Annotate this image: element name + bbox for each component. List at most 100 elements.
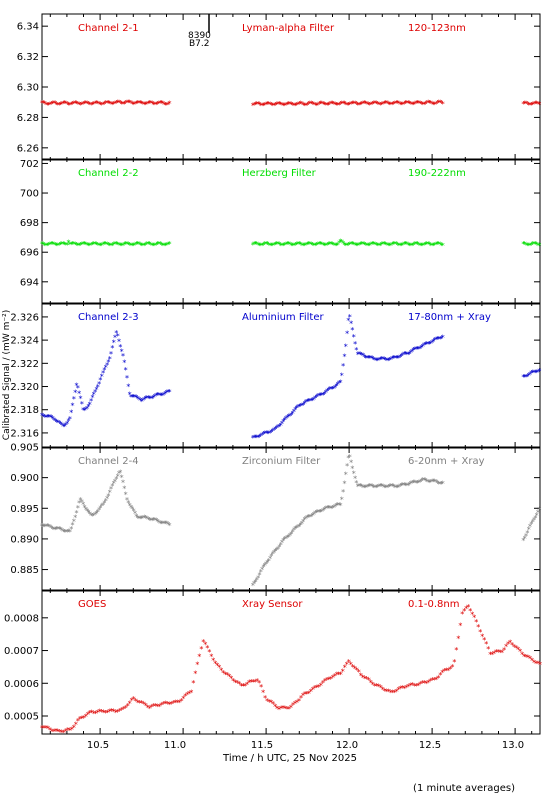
data-point: * [252, 580, 256, 589]
data-point: * [357, 241, 361, 250]
data-point: * [309, 688, 313, 697]
data-point: * [109, 485, 113, 494]
data-point: * [366, 242, 370, 251]
data-point: * [267, 241, 271, 250]
data-point: * [295, 404, 299, 413]
data-point: * [301, 242, 305, 251]
data-point: * [373, 240, 377, 249]
data-point: * [256, 100, 260, 109]
data-point: * [60, 527, 64, 536]
data-point: * [490, 650, 494, 659]
data-point: * [128, 699, 132, 708]
data-point: * [337, 670, 341, 679]
data-point: * [375, 682, 379, 691]
channel-label: Xray Sensor [242, 599, 303, 610]
data-point: * [235, 679, 239, 688]
data-point: * [59, 526, 63, 535]
data-point: * [64, 241, 68, 250]
data-point: * [340, 371, 344, 380]
data-point: * [269, 428, 273, 437]
data-point: * [277, 706, 281, 715]
data-point: * [319, 391, 323, 400]
data-point: * [533, 368, 537, 377]
data-point: * [437, 99, 441, 108]
data-point: * [430, 242, 434, 251]
y-tick-label: 2.320 [10, 382, 39, 393]
data-point: * [144, 395, 148, 404]
data-point: * [277, 241, 281, 250]
data-point: * [363, 674, 367, 683]
data-point: * [275, 240, 279, 249]
data-point: * [532, 240, 536, 249]
data-point: * [402, 240, 406, 249]
data-point: * [312, 395, 316, 404]
data-point: * [89, 397, 93, 406]
data-point: * [406, 241, 410, 250]
data-point: * [325, 241, 329, 250]
data-point: * [149, 99, 153, 108]
data-point: * [105, 240, 109, 249]
data-point: * [524, 532, 528, 541]
data-point: * [97, 242, 101, 251]
data-point: * [150, 703, 154, 712]
data-point: * [257, 679, 261, 688]
data-point: * [524, 241, 528, 250]
data-point: * [525, 529, 529, 538]
data-point: * [408, 350, 412, 359]
data-point: * [257, 433, 261, 442]
data-point: * [209, 653, 213, 662]
data-point: * [51, 240, 55, 249]
data-point: * [360, 351, 364, 360]
data-point: * [530, 657, 534, 666]
data-point: * [253, 578, 257, 587]
data-point: * [108, 707, 112, 716]
data-point: * [47, 241, 51, 250]
data-point: * [154, 241, 158, 250]
data-point: * [126, 702, 130, 711]
x-tick-label: 13.0 [502, 740, 524, 751]
data-point: * [441, 479, 445, 488]
data-point: * [130, 505, 134, 514]
data-point: * [355, 666, 359, 675]
data-point: * [257, 241, 261, 250]
data-point: * [154, 516, 158, 525]
y-tick-label: 2.326 [10, 312, 39, 323]
data-point: * [267, 429, 271, 438]
data-point: * [293, 241, 297, 250]
data-point: * [426, 240, 430, 249]
data-point: * [47, 522, 51, 531]
data-point: * [337, 239, 341, 248]
data-point: * [191, 679, 195, 688]
data-point: * [359, 671, 363, 680]
data-point: * [283, 101, 287, 110]
data-point: * [325, 504, 329, 513]
data-point: * [402, 100, 406, 109]
data-point: * [97, 506, 101, 515]
data-point: * [389, 355, 393, 364]
data-point: * [537, 367, 541, 376]
data-point: * [260, 102, 264, 111]
data-point: * [418, 478, 422, 487]
data-point: * [156, 240, 160, 249]
data-point: * [311, 100, 315, 109]
data-point: * [434, 478, 438, 487]
data-point: * [273, 703, 277, 712]
x-tick-label: 11.0 [164, 740, 186, 751]
data-point: * [321, 391, 325, 400]
y-tick-label: 700 [20, 189, 39, 200]
data-point: * [132, 507, 136, 516]
data-point: * [146, 394, 150, 403]
data-point: * [340, 100, 344, 109]
data-point: * [71, 240, 75, 249]
data-point: * [340, 496, 344, 505]
data-point: * [125, 496, 129, 505]
y-tick-label: 6.26 [17, 143, 39, 154]
data-point: * [291, 242, 295, 251]
data-point: * [532, 100, 536, 109]
data-point: * [421, 241, 425, 250]
data-point: * [440, 668, 444, 677]
data-point: * [53, 100, 57, 109]
data-point: * [358, 482, 362, 491]
data-point: * [364, 241, 368, 250]
data-point: * [350, 326, 354, 335]
